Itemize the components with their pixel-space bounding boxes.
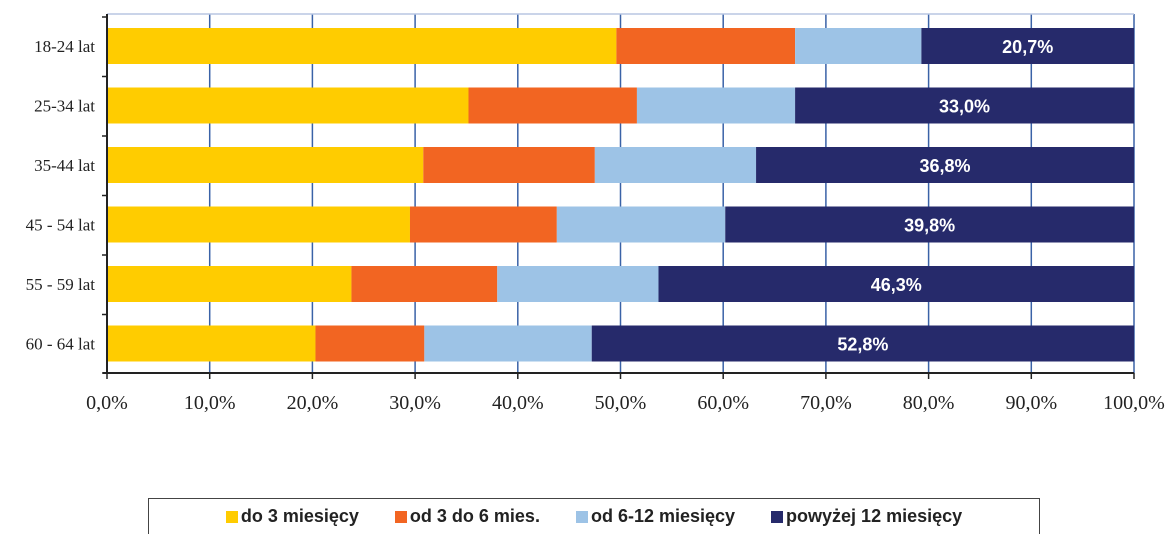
bar-segment xyxy=(594,147,757,183)
legend: do 3 miesięcy od 3 do 6 mies. od 6-12 mies… xyxy=(148,498,1040,534)
bar-segment xyxy=(795,87,1134,124)
axes xyxy=(102,14,1135,379)
category-label: 18-24 lat xyxy=(34,37,95,56)
bar-segment xyxy=(921,28,1134,64)
bar-segment xyxy=(315,325,425,362)
legend-label: od 3 do 6 mies. xyxy=(409,506,540,526)
bar-segment xyxy=(616,28,796,64)
bar-segment xyxy=(636,87,796,124)
category-label: 60 - 64 lat xyxy=(26,335,96,354)
x-tick-label: 40,0% xyxy=(492,392,544,414)
x-tick-label: 20,0% xyxy=(287,392,339,414)
bars xyxy=(107,28,1134,362)
x-tick-label: 0,0% xyxy=(86,392,128,414)
legend-label: od 6-12 miesięcy xyxy=(590,506,736,526)
category-label: 25-34 lat xyxy=(34,97,95,116)
legend-swatch xyxy=(394,510,407,523)
bar-segment xyxy=(409,206,557,243)
data-label: 46,3% xyxy=(871,275,922,295)
bar-segment xyxy=(424,325,592,362)
category-label: 45 - 54 lat xyxy=(26,216,96,235)
data-label: 36,8% xyxy=(920,156,971,176)
x-tick-label: 10,0% xyxy=(184,392,236,414)
bar-segment xyxy=(468,87,637,124)
bar-segment xyxy=(795,28,922,64)
data-label: 33,0% xyxy=(939,97,990,117)
legend-item: od 6-12 miesięcy xyxy=(575,506,736,527)
bar-segment xyxy=(556,206,726,243)
bar-segment xyxy=(107,87,469,124)
legend-swatch xyxy=(225,510,238,523)
legend-swatch xyxy=(771,510,784,523)
legend-item: do 3 miesięcy xyxy=(225,506,359,527)
bar-segment xyxy=(107,28,617,64)
x-tick-label: 80,0% xyxy=(903,392,955,414)
bar-segment xyxy=(351,266,498,302)
legend-item: powyżej 12 miesięcy xyxy=(771,506,962,527)
x-tick-label: 90,0% xyxy=(1005,392,1057,414)
data-label: 52,8% xyxy=(837,335,888,355)
bar-segment xyxy=(107,266,352,302)
legend-item: od 3 do 6 mies. xyxy=(394,506,540,527)
x-tick-label: 60,0% xyxy=(697,392,749,414)
x-tick-label: 70,0% xyxy=(800,392,852,414)
data-labels: 20,7% 33,0% 36,8% 39,8% 46,3% 52,8% xyxy=(837,37,1053,355)
bar-segment xyxy=(497,266,659,302)
category-label: 55 - 59 lat xyxy=(26,275,96,294)
legend-swatch xyxy=(575,510,588,523)
data-label: 39,8% xyxy=(904,216,955,236)
legend-label: do 3 miesięcy xyxy=(240,506,359,526)
bar-segment xyxy=(725,206,1134,243)
x-tick-label: 50,0% xyxy=(595,392,647,414)
bar-segment xyxy=(756,147,1134,183)
bar-segment xyxy=(658,266,1134,302)
x-tick-label: 100,0% xyxy=(1103,392,1165,414)
gridlines xyxy=(107,13,1135,373)
bar-segment xyxy=(107,147,424,183)
bar-segment xyxy=(107,325,316,362)
category-labels: 18-24 lat 25-34 lat 35-44 lat 45 - 54 lat 55… xyxy=(26,37,96,354)
category-label: 35-44 lat xyxy=(34,156,95,175)
bar-segment xyxy=(591,325,1134,362)
bar-segment xyxy=(107,206,410,243)
bar-segment xyxy=(423,147,595,183)
legend-label: powyżej 12 miesięcy xyxy=(786,506,963,526)
data-label: 20,7% xyxy=(1002,37,1053,57)
x-tick-labels: 0,0% 10,0% 20,0% 30,0% 40,0% 50,0% 60,0% 70,0% 8… xyxy=(86,392,1165,414)
x-tick-label: 30,0% xyxy=(389,392,441,414)
